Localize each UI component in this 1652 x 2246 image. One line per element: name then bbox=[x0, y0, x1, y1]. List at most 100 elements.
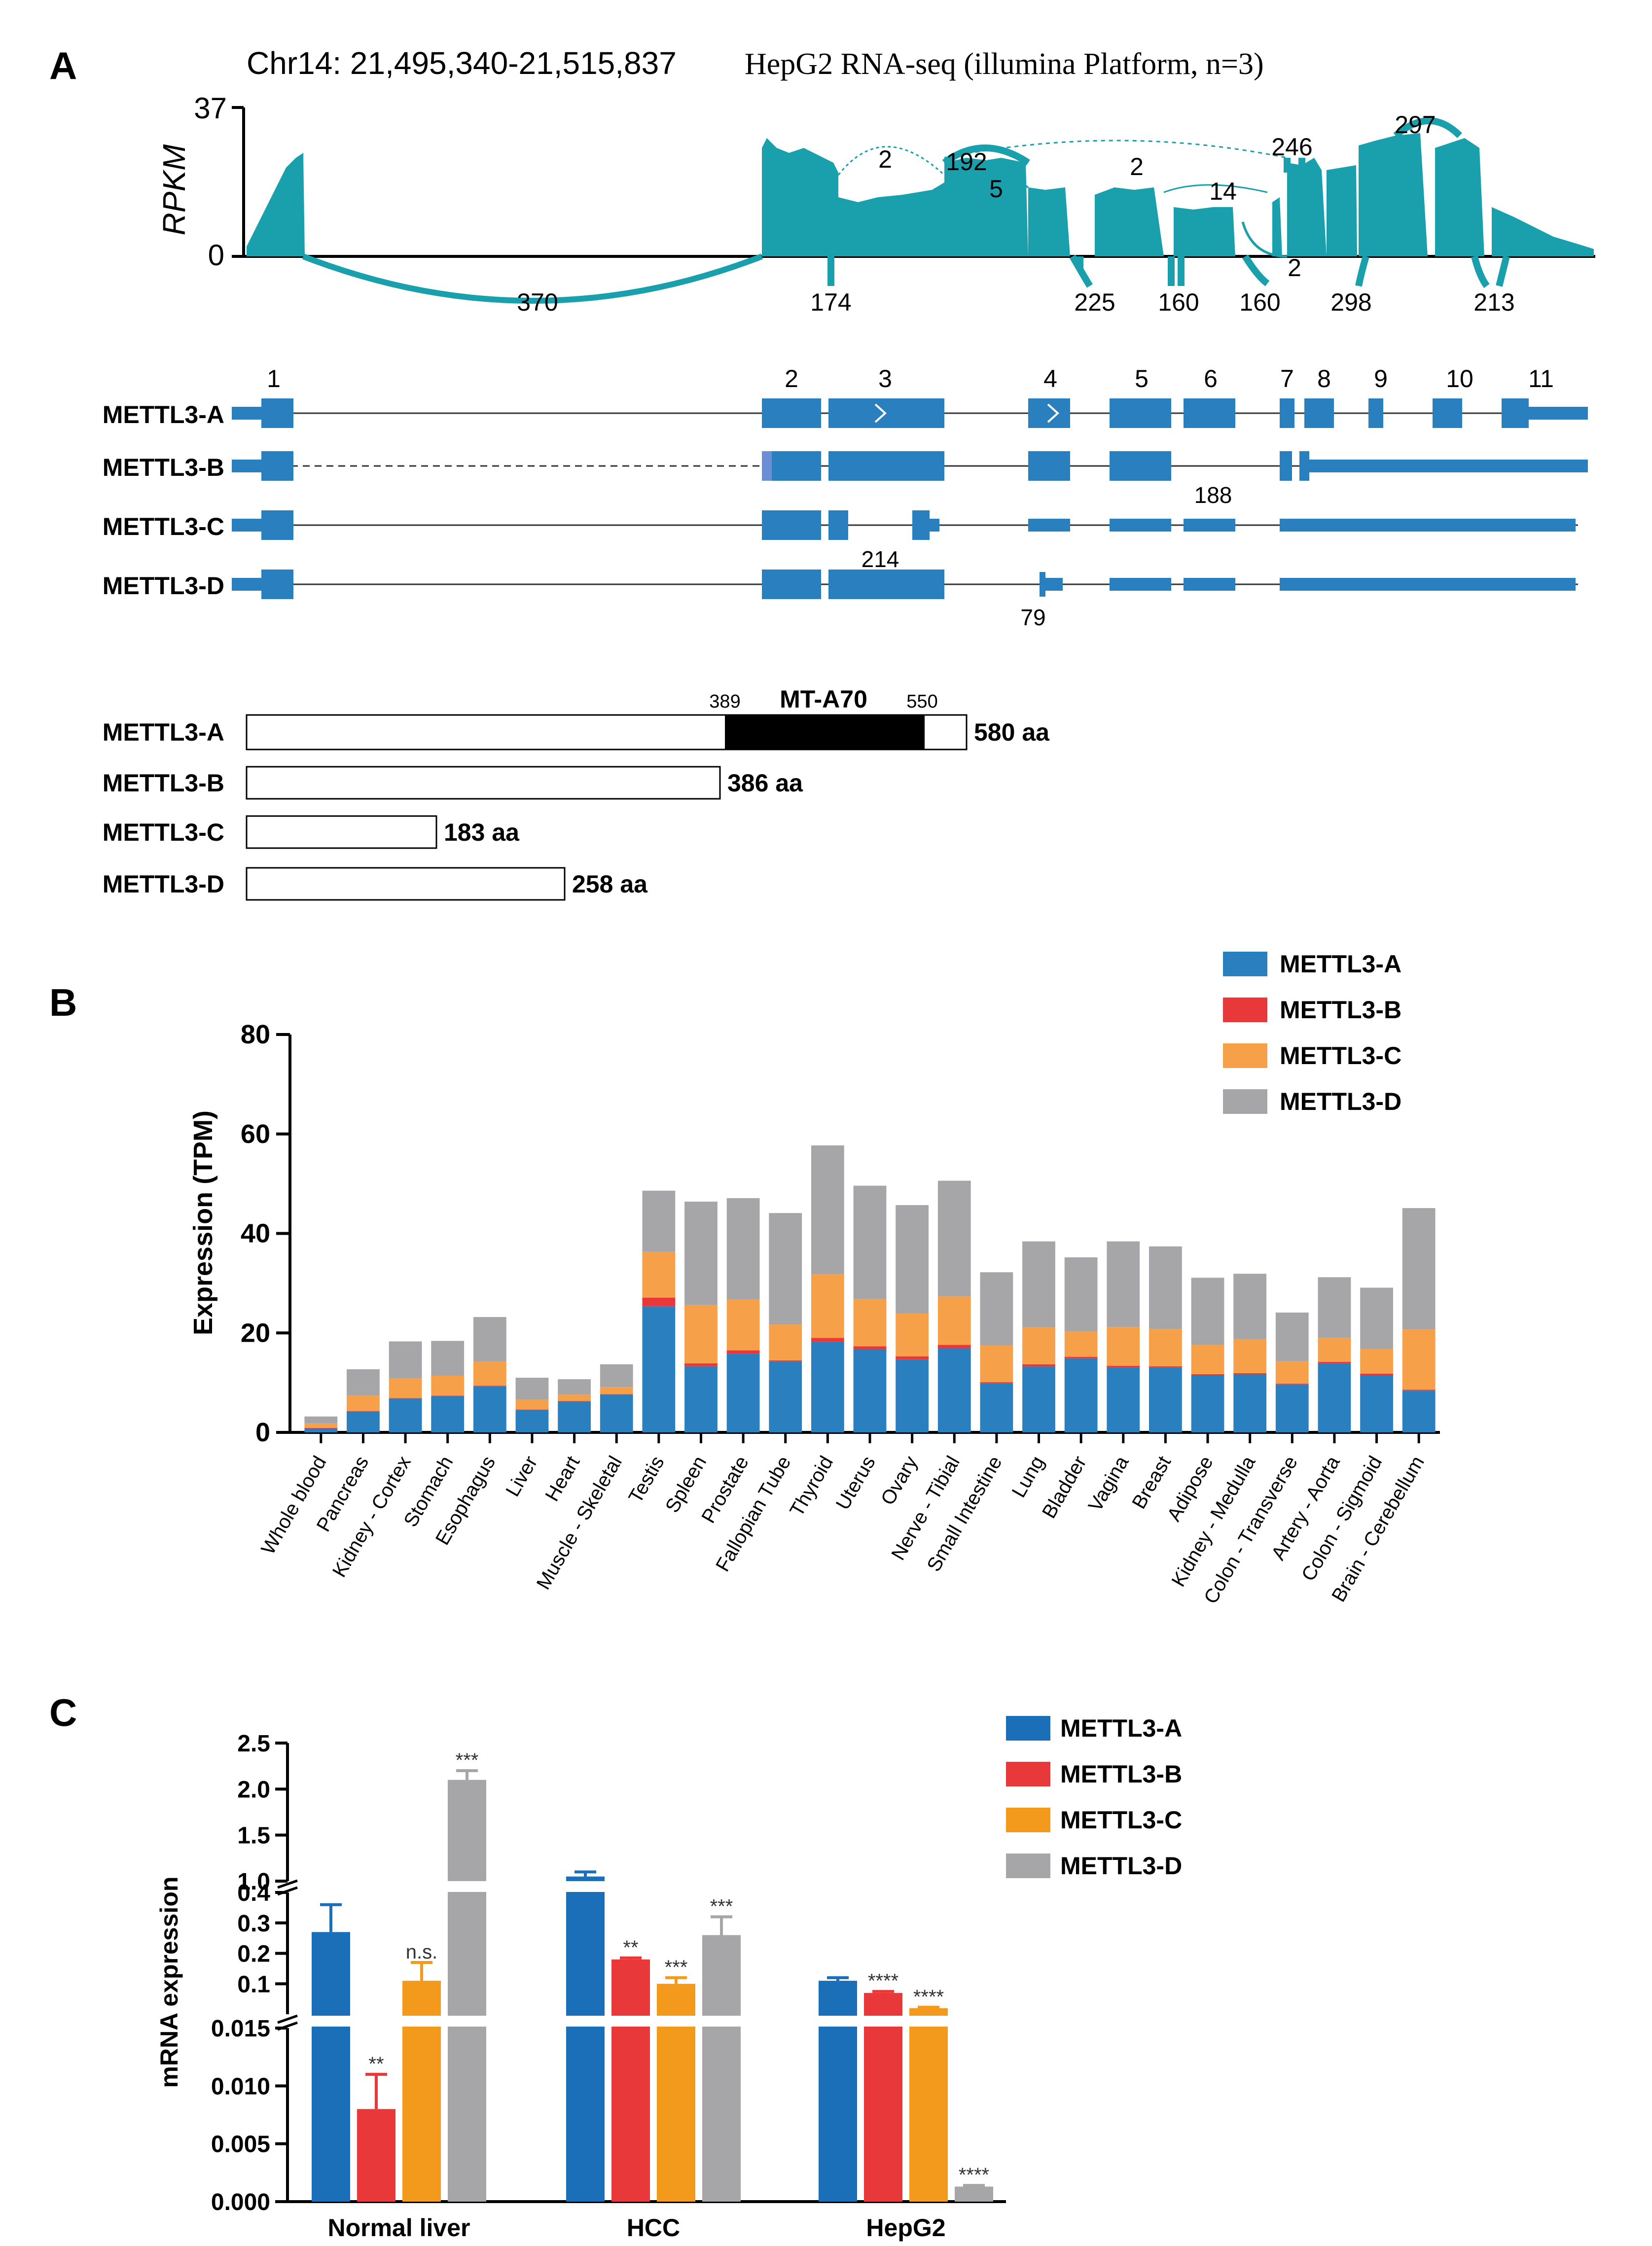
junction-labels: 2 192 5 2 14 246 297 370 174 225 160 160… bbox=[517, 111, 1514, 316]
bar-segment bbox=[304, 1423, 338, 1428]
bar-segment bbox=[389, 1398, 422, 1432]
junction-arcs-below bbox=[827, 254, 1510, 288]
isoform-note: 188 bbox=[1194, 482, 1232, 508]
bar-segment bbox=[684, 1363, 718, 1366]
bar-segment bbox=[1191, 1345, 1224, 1374]
x-tick-label: Muscle - Skeletal bbox=[533, 1453, 626, 1594]
y-tick-label: 0.010 bbox=[211, 2073, 270, 2100]
bar-segment bbox=[1107, 1365, 1140, 1367]
bar-segment bbox=[1107, 1241, 1140, 1327]
bar-break-gap bbox=[611, 2016, 651, 2027]
y-tick-label: 0.000 bbox=[211, 2189, 270, 2215]
bar-segment bbox=[347, 1369, 380, 1396]
bar bbox=[448, 1780, 486, 2202]
legend-label: METTL3-A bbox=[1060, 1714, 1182, 1742]
panel-a-letter: A bbox=[49, 44, 77, 87]
bar-segment bbox=[600, 1394, 633, 1432]
legend-label: METTL3-D bbox=[1280, 1088, 1401, 1115]
bar-segment bbox=[558, 1394, 591, 1401]
bar-segment bbox=[1191, 1278, 1224, 1345]
exon-numbers: 1 2 3 4 5 6 7 8 9 10 11 bbox=[267, 365, 1554, 392]
bar-segment bbox=[1275, 1361, 1309, 1384]
bar-segment bbox=[1107, 1367, 1140, 1432]
protein-label: METTL3-A bbox=[103, 718, 224, 746]
bar-segment bbox=[937, 1180, 971, 1297]
bar-segment bbox=[1275, 1312, 1309, 1361]
exon-number: 5 bbox=[1135, 365, 1149, 392]
bar-segment bbox=[642, 1297, 676, 1307]
bar-segment bbox=[980, 1272, 1013, 1346]
junction-count: 174 bbox=[810, 288, 851, 316]
y-tick-label: 0.015 bbox=[211, 2016, 270, 2042]
bar-segment bbox=[347, 1395, 380, 1411]
protein-bar-c bbox=[246, 815, 437, 849]
bar-segment bbox=[1275, 1384, 1309, 1385]
y-tick-label: 0 bbox=[255, 1418, 270, 1447]
axis-break-mark bbox=[277, 1879, 298, 1889]
bar-segment bbox=[600, 1364, 633, 1388]
exon-number: 10 bbox=[1446, 365, 1473, 392]
coverage-ymin: 0 bbox=[208, 239, 224, 272]
legend-swatch bbox=[1223, 998, 1267, 1022]
bar-segment bbox=[431, 1396, 465, 1432]
isoform-c-structure: 214 bbox=[232, 510, 1578, 572]
protein-label: METTL3-D bbox=[103, 870, 224, 898]
junction-count: 225 bbox=[1074, 288, 1115, 316]
protein-label: METTL3-B bbox=[103, 769, 224, 797]
y-tick-label: 1.0 bbox=[237, 1869, 270, 1895]
bar-segment bbox=[558, 1401, 591, 1432]
x-category-label: HepG2 bbox=[866, 2214, 945, 2242]
bar-segment bbox=[1233, 1339, 1267, 1373]
bar-break-gap bbox=[447, 1881, 487, 1892]
bar-segment bbox=[473, 1386, 506, 1432]
bar-segment bbox=[726, 1198, 760, 1300]
protein-label: METTL3-C bbox=[103, 819, 224, 846]
bar-segment bbox=[853, 1185, 887, 1299]
significance-label: ** bbox=[368, 2053, 384, 2075]
bar-segment bbox=[1064, 1331, 1098, 1357]
bar-segment bbox=[811, 1338, 844, 1342]
bar-segment bbox=[347, 1411, 380, 1432]
domain-name: MT-A70 bbox=[780, 685, 867, 713]
significance-label: *** bbox=[665, 1957, 688, 1978]
x-tick-label: Testis bbox=[624, 1453, 668, 1507]
bar bbox=[819, 1981, 857, 2202]
bar-segment bbox=[515, 1410, 549, 1432]
domain-end: 550 bbox=[906, 691, 937, 712]
bar-segment bbox=[515, 1399, 549, 1410]
bar-segment bbox=[769, 1361, 802, 1432]
bar-segment bbox=[684, 1305, 718, 1363]
protein-length: 183 aa bbox=[444, 819, 520, 846]
significance-label: ** bbox=[623, 1937, 638, 1959]
panel-a: A Chr14: 21,495,340-21,515,837 HepG2 RNA… bbox=[49, 44, 1595, 901]
bar-segment bbox=[515, 1378, 549, 1400]
bar-segment bbox=[304, 1416, 338, 1424]
x-tick-label: Breast bbox=[1128, 1453, 1175, 1513]
legend-label: METTL3-B bbox=[1060, 1760, 1182, 1788]
protein-length: 386 aa bbox=[727, 769, 803, 797]
legend-swatch bbox=[1006, 1808, 1050, 1832]
chart-c: 0.000 0.005 0.010 0.015 0.1 0.2 0.3 0.41.0 1.5 2.… bbox=[211, 1731, 1006, 2242]
isoform-b-structure: 188 bbox=[232, 451, 1588, 508]
panel-c: C mRNA expression 0.0000.0050.0100.0150.… bbox=[49, 1691, 1182, 2242]
x-tick-label: Ovary bbox=[877, 1453, 922, 1509]
legend-swatch bbox=[1006, 1716, 1050, 1741]
bar-segment bbox=[1149, 1329, 1182, 1366]
bar-segment bbox=[937, 1348, 971, 1432]
bar-segment bbox=[726, 1354, 760, 1432]
junction-count: 192 bbox=[946, 148, 987, 176]
bar-break-gap bbox=[818, 2016, 858, 2027]
bar-segment bbox=[1402, 1208, 1436, 1330]
significance-label: *** bbox=[456, 1749, 479, 1771]
significance-label: **** bbox=[913, 1986, 944, 2008]
bar bbox=[909, 2008, 948, 2202]
legend-swatch bbox=[1223, 952, 1267, 976]
bar-segment bbox=[642, 1190, 676, 1252]
bar-segment bbox=[937, 1345, 971, 1349]
y-tick-label: 40 bbox=[241, 1219, 270, 1248]
panel-c-letter: C bbox=[49, 1691, 77, 1734]
legend-label: METTL3-C bbox=[1060, 1806, 1182, 1834]
isoform-a-structure bbox=[232, 398, 1588, 428]
